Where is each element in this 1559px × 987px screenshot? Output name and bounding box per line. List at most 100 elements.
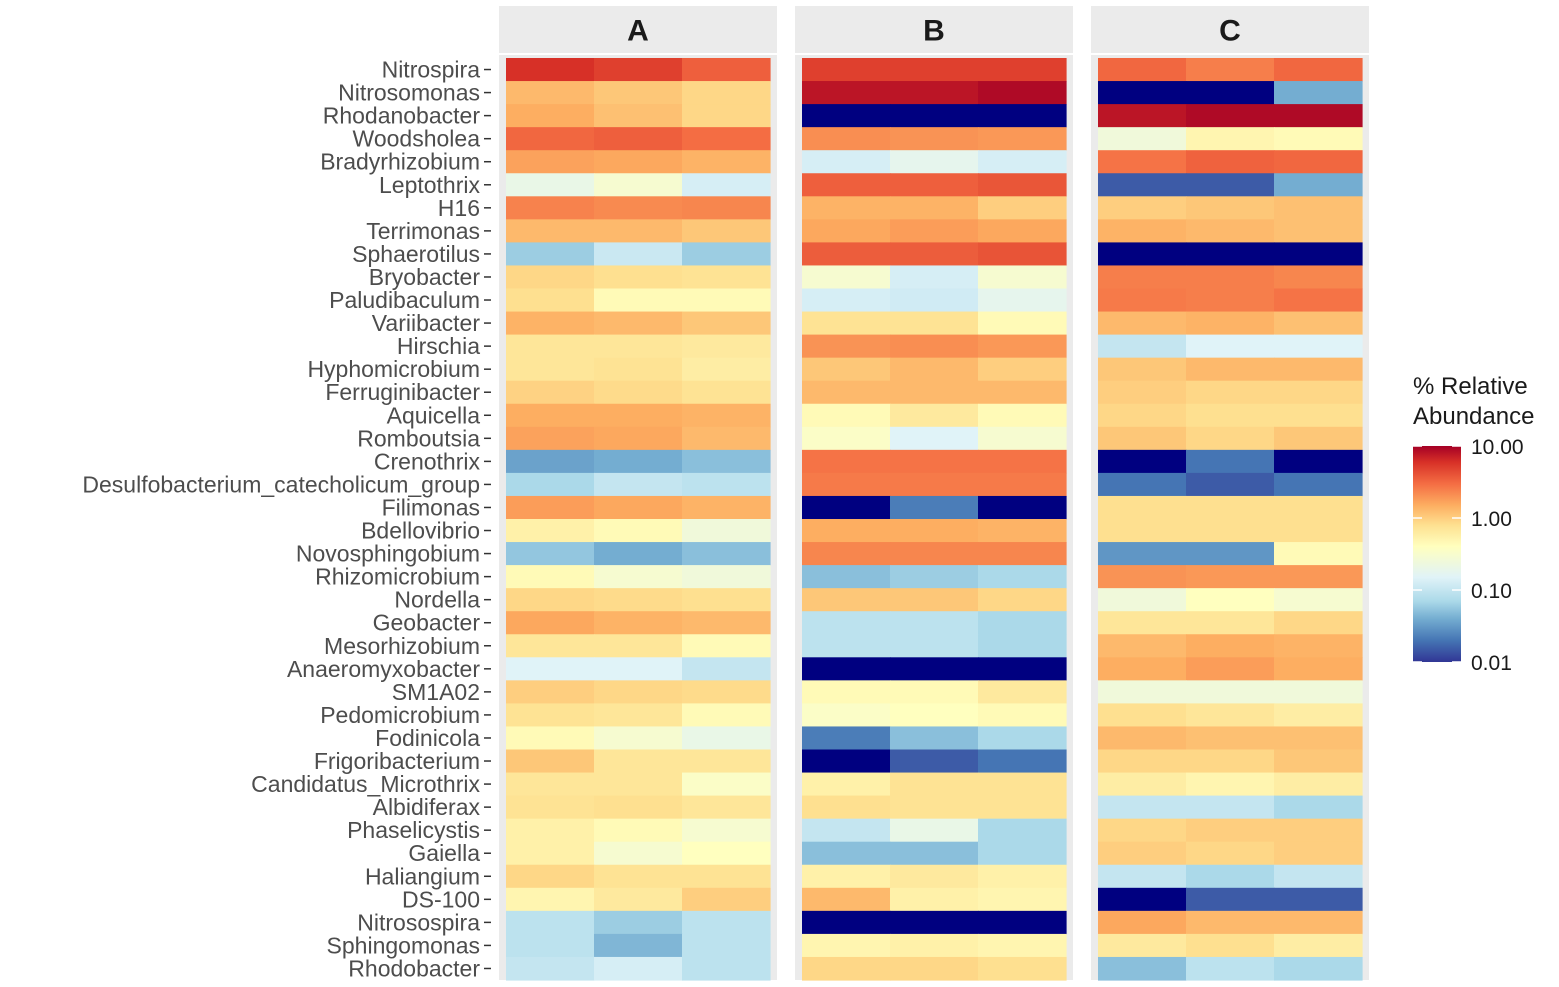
heatmap-cell [506, 104, 595, 128]
heatmap-cell [978, 81, 1067, 105]
heatmap-cell [506, 657, 595, 681]
heatmap-cell [1186, 749, 1275, 774]
heatmap-cell [1098, 910, 1187, 935]
heatmap-cell [506, 887, 595, 912]
heatmap-cell [978, 219, 1067, 243]
heatmap-cell [506, 426, 595, 451]
heatmap-cell [682, 841, 771, 866]
heatmap-cell [978, 104, 1067, 128]
heatmap-cell [594, 956, 683, 981]
heatmap-cell [594, 910, 683, 935]
legend-tick-label: 1.00 [1471, 508, 1512, 531]
heatmap-cell [594, 841, 683, 866]
heatmap-cell [506, 933, 595, 958]
heatmap-cell [1098, 749, 1187, 774]
heatmap-cell [1098, 311, 1187, 336]
heatmap-cell [1098, 334, 1187, 359]
heatmap-cell [1186, 910, 1275, 935]
heatmap-cell [890, 150, 979, 174]
heatmap-cell [1274, 403, 1363, 428]
heatmap-cell [594, 150, 683, 174]
heatmap-cell [890, 864, 979, 889]
heatmap-cell [1098, 265, 1187, 290]
heatmap-cell [682, 265, 771, 290]
heatmap-cell [978, 380, 1067, 405]
heatmap-cell [978, 588, 1067, 612]
genus-label: Bryobacter [369, 264, 481, 290]
heatmap-cell [1274, 749, 1363, 774]
heatmap-cell [802, 565, 891, 589]
heatmap-cell [1274, 772, 1363, 797]
colorbar-legend: % Relative Abundance 10.00 1.00 0.10 0.01 [1413, 373, 1534, 675]
genus-label: Sphingomonas [327, 932, 480, 958]
genus-label: SM1A02 [392, 679, 480, 705]
heatmap-cell [978, 680, 1067, 704]
heatmap-cell [682, 495, 771, 520]
heatmap-cell [1098, 58, 1187, 82]
heatmap-cell [506, 380, 595, 405]
heatmap-cell [1186, 219, 1275, 243]
heatmap-cell [594, 242, 683, 267]
heatmap-cell [1098, 380, 1187, 405]
heatmap-cell [594, 772, 683, 797]
genus-label: Nordella [394, 587, 480, 613]
heatmap-cell [506, 519, 595, 543]
legend-colorbar [1413, 446, 1461, 662]
heatmap-cell [978, 565, 1067, 589]
heatmap-cell [594, 519, 683, 543]
heatmap-cell [802, 150, 891, 174]
heatmap-cell [978, 841, 1067, 866]
genus-label: Variibacter [372, 310, 481, 336]
heatmap-cell [1186, 127, 1275, 151]
heatmap-cell [1186, 703, 1275, 728]
heatmap-cell [802, 703, 891, 728]
heatmap-cell [978, 334, 1067, 359]
heatmap-cell [1186, 380, 1275, 405]
heatmap-cell [506, 58, 595, 82]
heatmap-cell [978, 818, 1067, 843]
genus-labels: NitrospiraNitrosomonasRhodanobacterWoods… [82, 57, 491, 981]
heatmap-cell [594, 127, 683, 151]
heatmap-cell [594, 657, 683, 681]
heatmap-cell [594, 288, 683, 313]
heatmap-cell [682, 887, 771, 912]
heatmap-cell [1274, 910, 1363, 935]
heatmap-cell [1274, 219, 1363, 243]
heatmap-cell [594, 864, 683, 889]
heatmap-cell [802, 81, 891, 105]
heatmap-cell [802, 887, 891, 912]
heatmap-cell [1098, 81, 1187, 105]
heatmap-cell [802, 472, 891, 497]
heatmap-cell [1274, 196, 1363, 220]
heatmap-cell [1274, 449, 1363, 474]
heatmap-cell [1186, 288, 1275, 313]
heatmap-cell [594, 611, 683, 635]
heatmap-cell [890, 196, 979, 220]
heatmap-cell [802, 449, 891, 474]
heatmap-cell [506, 956, 595, 981]
heatmap-cell [506, 81, 595, 105]
heatmap-cell [802, 127, 891, 151]
heatmap-cell [1274, 795, 1363, 820]
heatmap-cell [1186, 311, 1275, 336]
heatmap-cell [594, 495, 683, 520]
heatmap-cell [978, 472, 1067, 497]
heatmap-cell [802, 265, 891, 290]
genus-label: Hirschia [397, 333, 480, 359]
heatmap-cell [682, 288, 771, 313]
heatmap-cell [1186, 173, 1275, 197]
genus-label: Nitrosomonas [338, 80, 480, 106]
heatmap-cell [682, 196, 771, 220]
heatmap-cell [1274, 357, 1363, 382]
heatmap-cell [890, 680, 979, 704]
heatmap-cell [1098, 173, 1187, 197]
heatmap-cell [802, 818, 891, 843]
heatmap-cell [890, 703, 979, 728]
heatmap-cell [890, 565, 979, 589]
heatmap-cell [506, 588, 595, 612]
heatmap-cell [594, 196, 683, 220]
heatmap-cell [802, 680, 891, 704]
heatmap-cell [594, 680, 683, 704]
heatmap-cell [1098, 449, 1187, 474]
heatmap-cell [1186, 449, 1275, 474]
